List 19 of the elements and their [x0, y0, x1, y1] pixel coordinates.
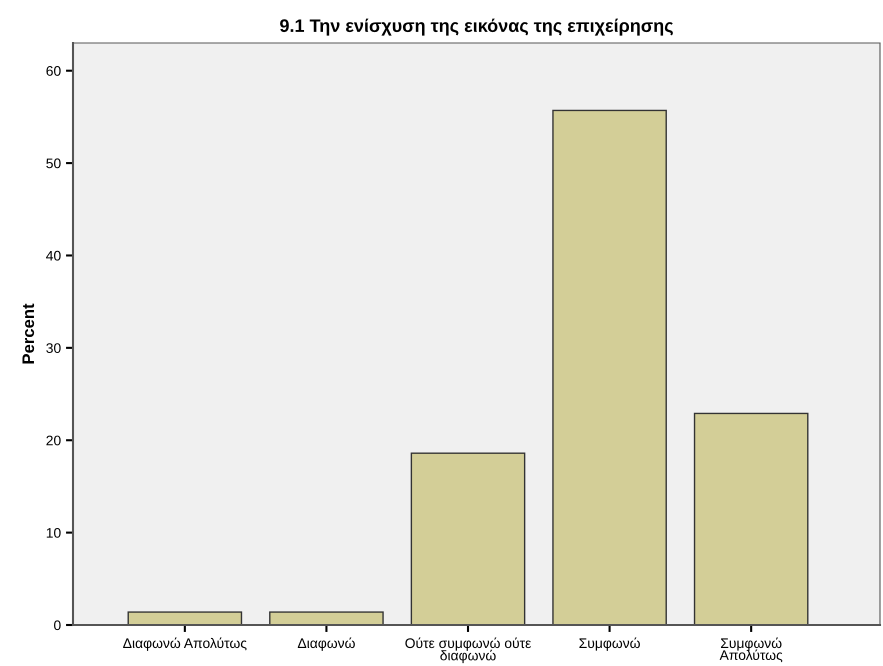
x-tick-label: Ούτε συμφωνώ ούτε διαφωνώ [405, 638, 532, 664]
y-tick-label: 60 [46, 66, 61, 76]
bar [552, 110, 667, 625]
x-tick-label: Διαφωνώ Απολύτως [123, 638, 247, 651]
bar [694, 412, 808, 625]
y-tick-label: 0 [54, 620, 61, 630]
bar [269, 611, 384, 625]
y-tick-label: 30 [46, 343, 61, 354]
bar [410, 452, 526, 625]
x-tick-label: Συμφωνώ [579, 638, 640, 651]
bar [128, 611, 242, 625]
chart-title: 9.1 Την ενίσχυση της εικόνας της επιχείρησης [280, 18, 673, 36]
y-axis-title: Percent [22, 304, 34, 364]
y-tick-label: 40 [46, 250, 61, 261]
x-tick-label: Συμφωνώ Απολύτως [720, 638, 782, 662]
y-tick-label: 20 [46, 436, 61, 446]
y-tick-label: 10 [46, 528, 61, 538]
y-tick-label: 50 [46, 158, 61, 168]
x-tick-label: Διαφωνώ [298, 638, 355, 651]
